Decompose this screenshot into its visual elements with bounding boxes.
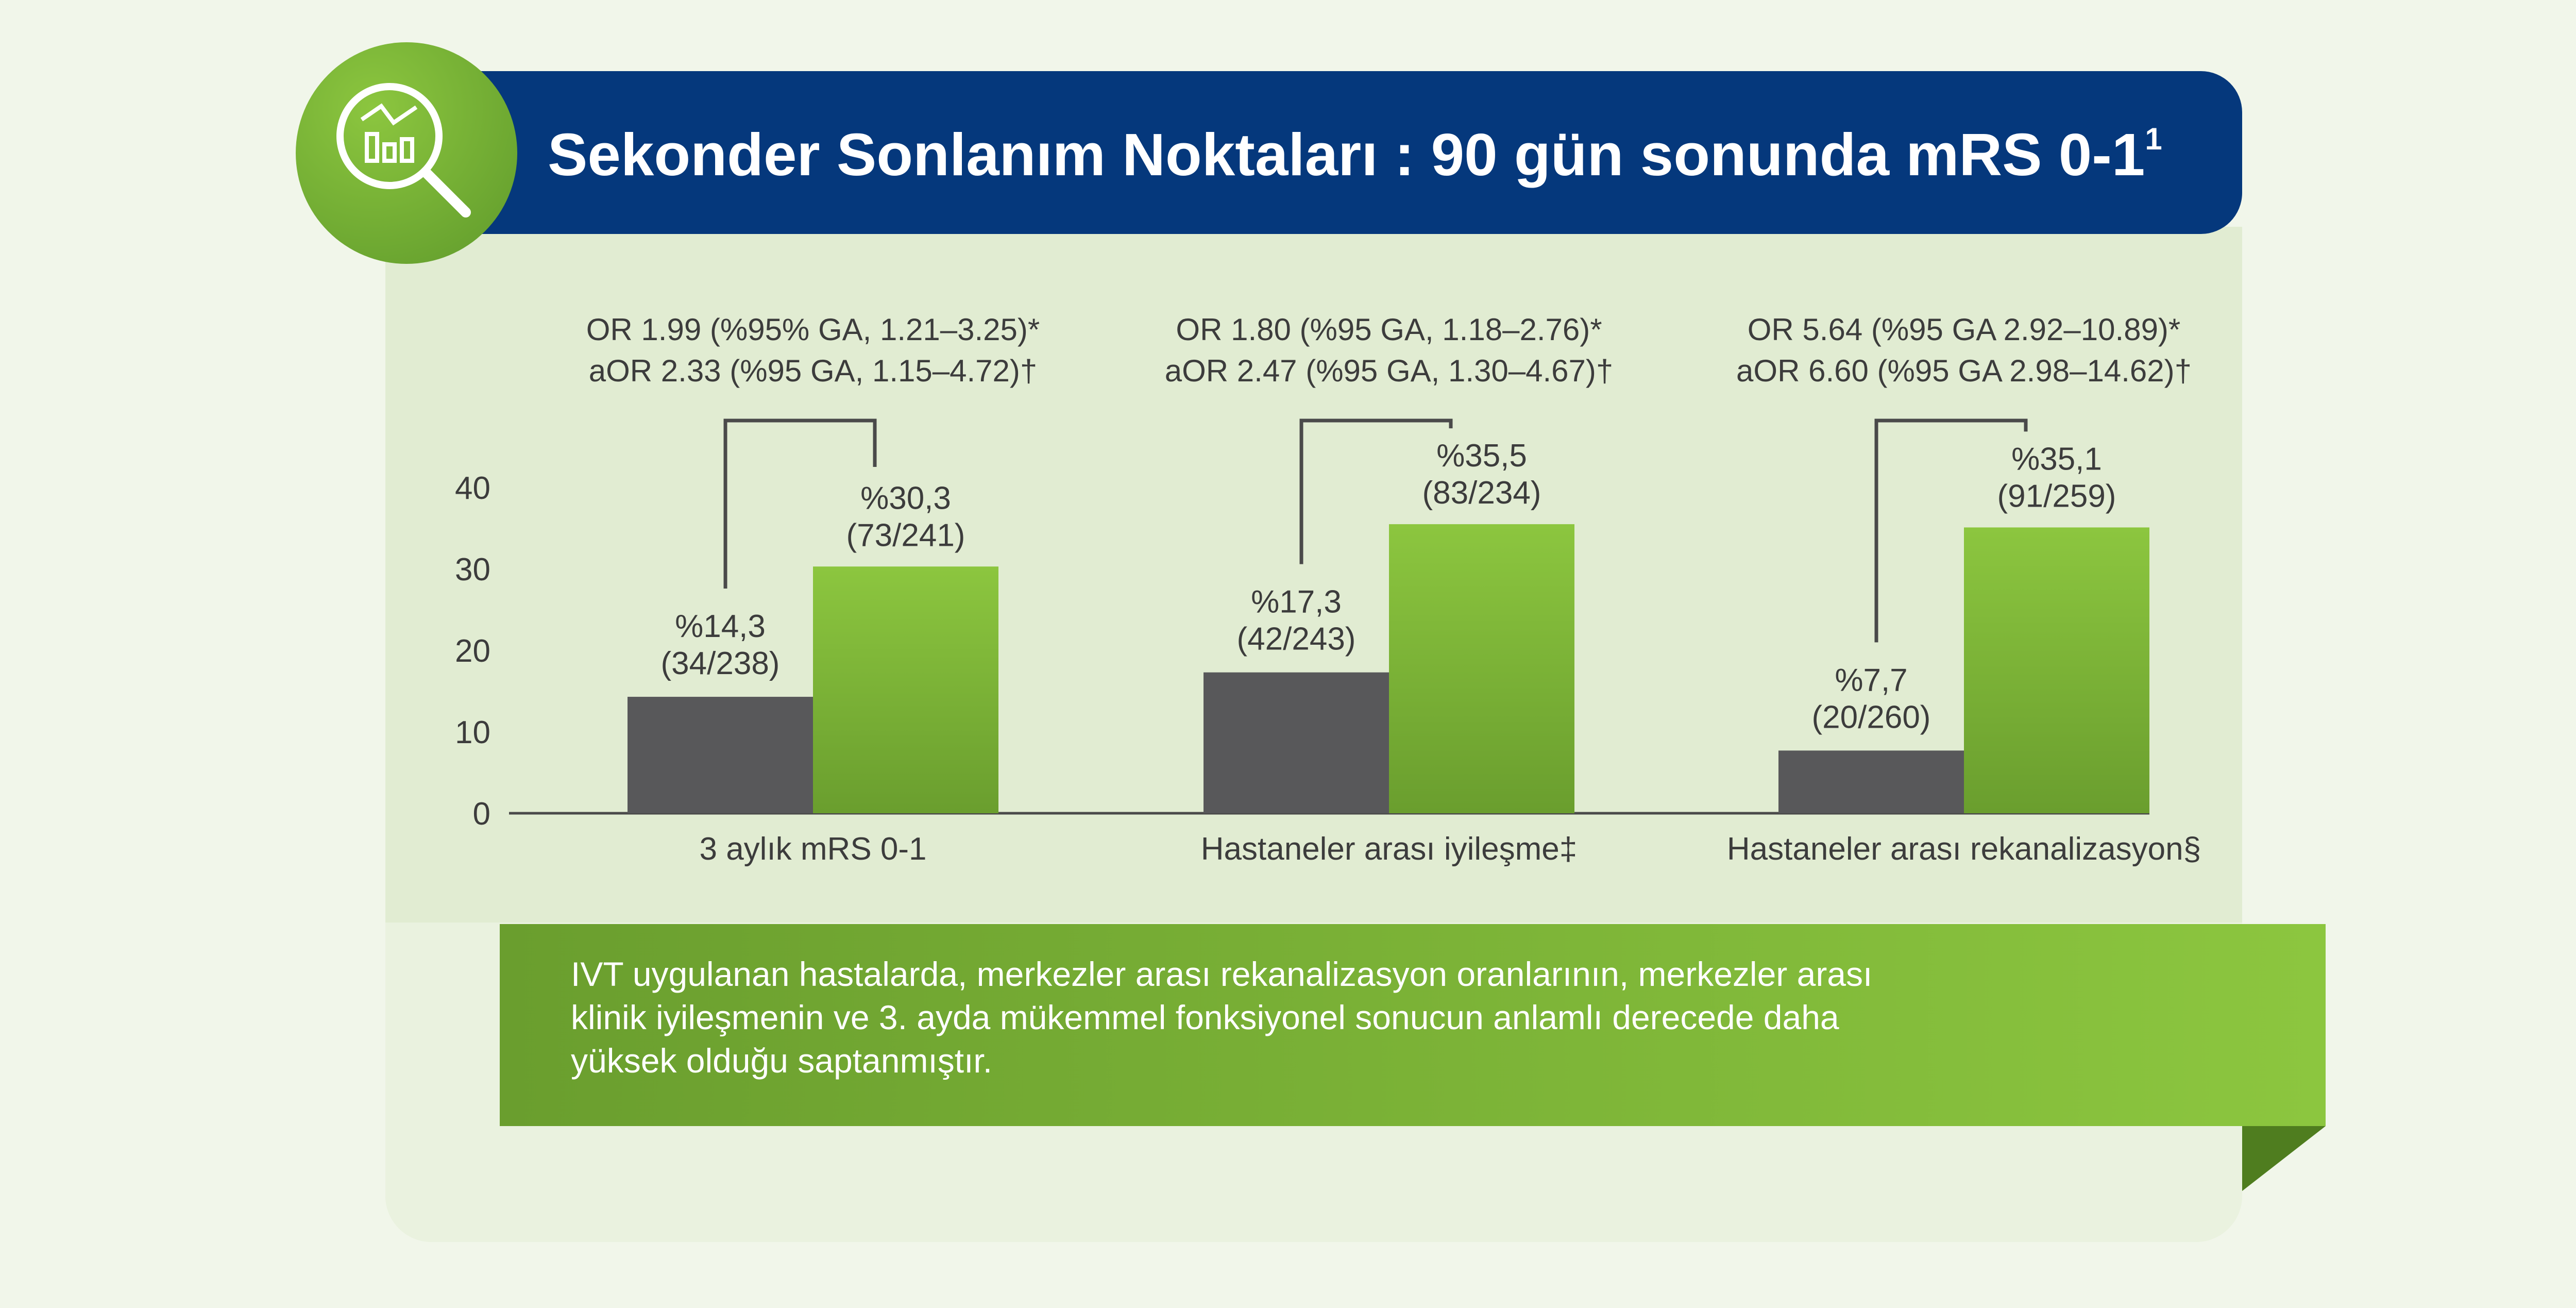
bar-control [1778, 750, 1964, 813]
odds-ratio-label: OR 1.99 (%95% GA, 1.21–3.25)* [586, 312, 1040, 347]
bar-count-label: (20/260) [1812, 699, 1931, 735]
bar-value-label: %35,5 [1436, 438, 1527, 474]
header-bar [464, 71, 2242, 234]
title-footnote-ref: 1 [2145, 122, 2162, 156]
bar-value-label: %7,7 [1835, 662, 1907, 698]
bar-control [628, 697, 813, 813]
conclusion-line: IVT uygulanan hastalarda, merkezler aras… [571, 955, 1873, 993]
bar-count-label: (34/238) [661, 646, 780, 681]
odds-ratio-label: OR 5.64 (%95 GA 2.92–10.89)* [1748, 312, 2181, 347]
y-tick-label: 0 [473, 796, 490, 832]
bar-value-label: %14,3 [675, 609, 766, 644]
comparison-bracket [723, 418, 877, 589]
conclusion-text: IVT uygulanan hastalarda, merkezler aras… [571, 952, 2116, 1082]
conclusion-line: yüksek olduğu saptanmıştır. [571, 1042, 993, 1080]
bar-count-label: (91/259) [1997, 478, 2116, 514]
y-tick-label: 30 [455, 552, 490, 588]
category-label: 3 aylık mRS 0-1 [699, 831, 926, 867]
bar-count-label: (73/241) [846, 517, 965, 553]
banner-fold [2242, 1126, 2326, 1191]
bar-treatment [813, 566, 998, 813]
comparison-bracket [1874, 418, 2028, 643]
category-label: Hastaneler arası iyileşme‡ [1201, 831, 1578, 867]
y-tick-label: 20 [455, 633, 490, 669]
adjusted-odds-ratio-label: aOR 2.47 (%95 GA, 1.30–4.67)† [1165, 354, 1614, 388]
category-label: Hastaneler arası rekanalizasyon§ [1727, 831, 2201, 867]
adjusted-odds-ratio-label: aOR 2.33 (%95 GA, 1.15–4.72)† [589, 354, 1038, 388]
adjusted-odds-ratio-label: aOR 6.60 (%95 GA 2.98–14.62)† [1736, 354, 2192, 388]
y-tick-label: 10 [455, 715, 490, 750]
conclusion-banner [500, 924, 2326, 1126]
conclusion-line: klinik iyileşmenin ve 3. ayda mükemmel f… [571, 998, 1839, 1036]
y-tick-label: 40 [455, 471, 490, 506]
bar-treatment [1964, 527, 2149, 813]
page-title: Sekonder Sonlanım Noktaları : 90 gün son… [548, 119, 2162, 191]
bar-control [1204, 672, 1389, 813]
bar-count-label: (83/234) [1422, 475, 1541, 511]
bar-value-label: %30,3 [860, 480, 951, 516]
bar-treatment [1389, 524, 1574, 813]
bar-count-label: (42/243) [1237, 622, 1356, 657]
bar-value-label: %35,1 [2011, 441, 2102, 477]
bar-value-label: %17,3 [1251, 584, 1342, 620]
odds-ratio-label: OR 1.80 (%95 GA, 1.18–2.76)* [1176, 312, 1602, 347]
page-title-text: Sekonder Sonlanım Noktaları : 90 gün son… [548, 121, 2145, 188]
chart-magnifier-icon [296, 42, 517, 264]
comparison-bracket [1299, 418, 1453, 564]
